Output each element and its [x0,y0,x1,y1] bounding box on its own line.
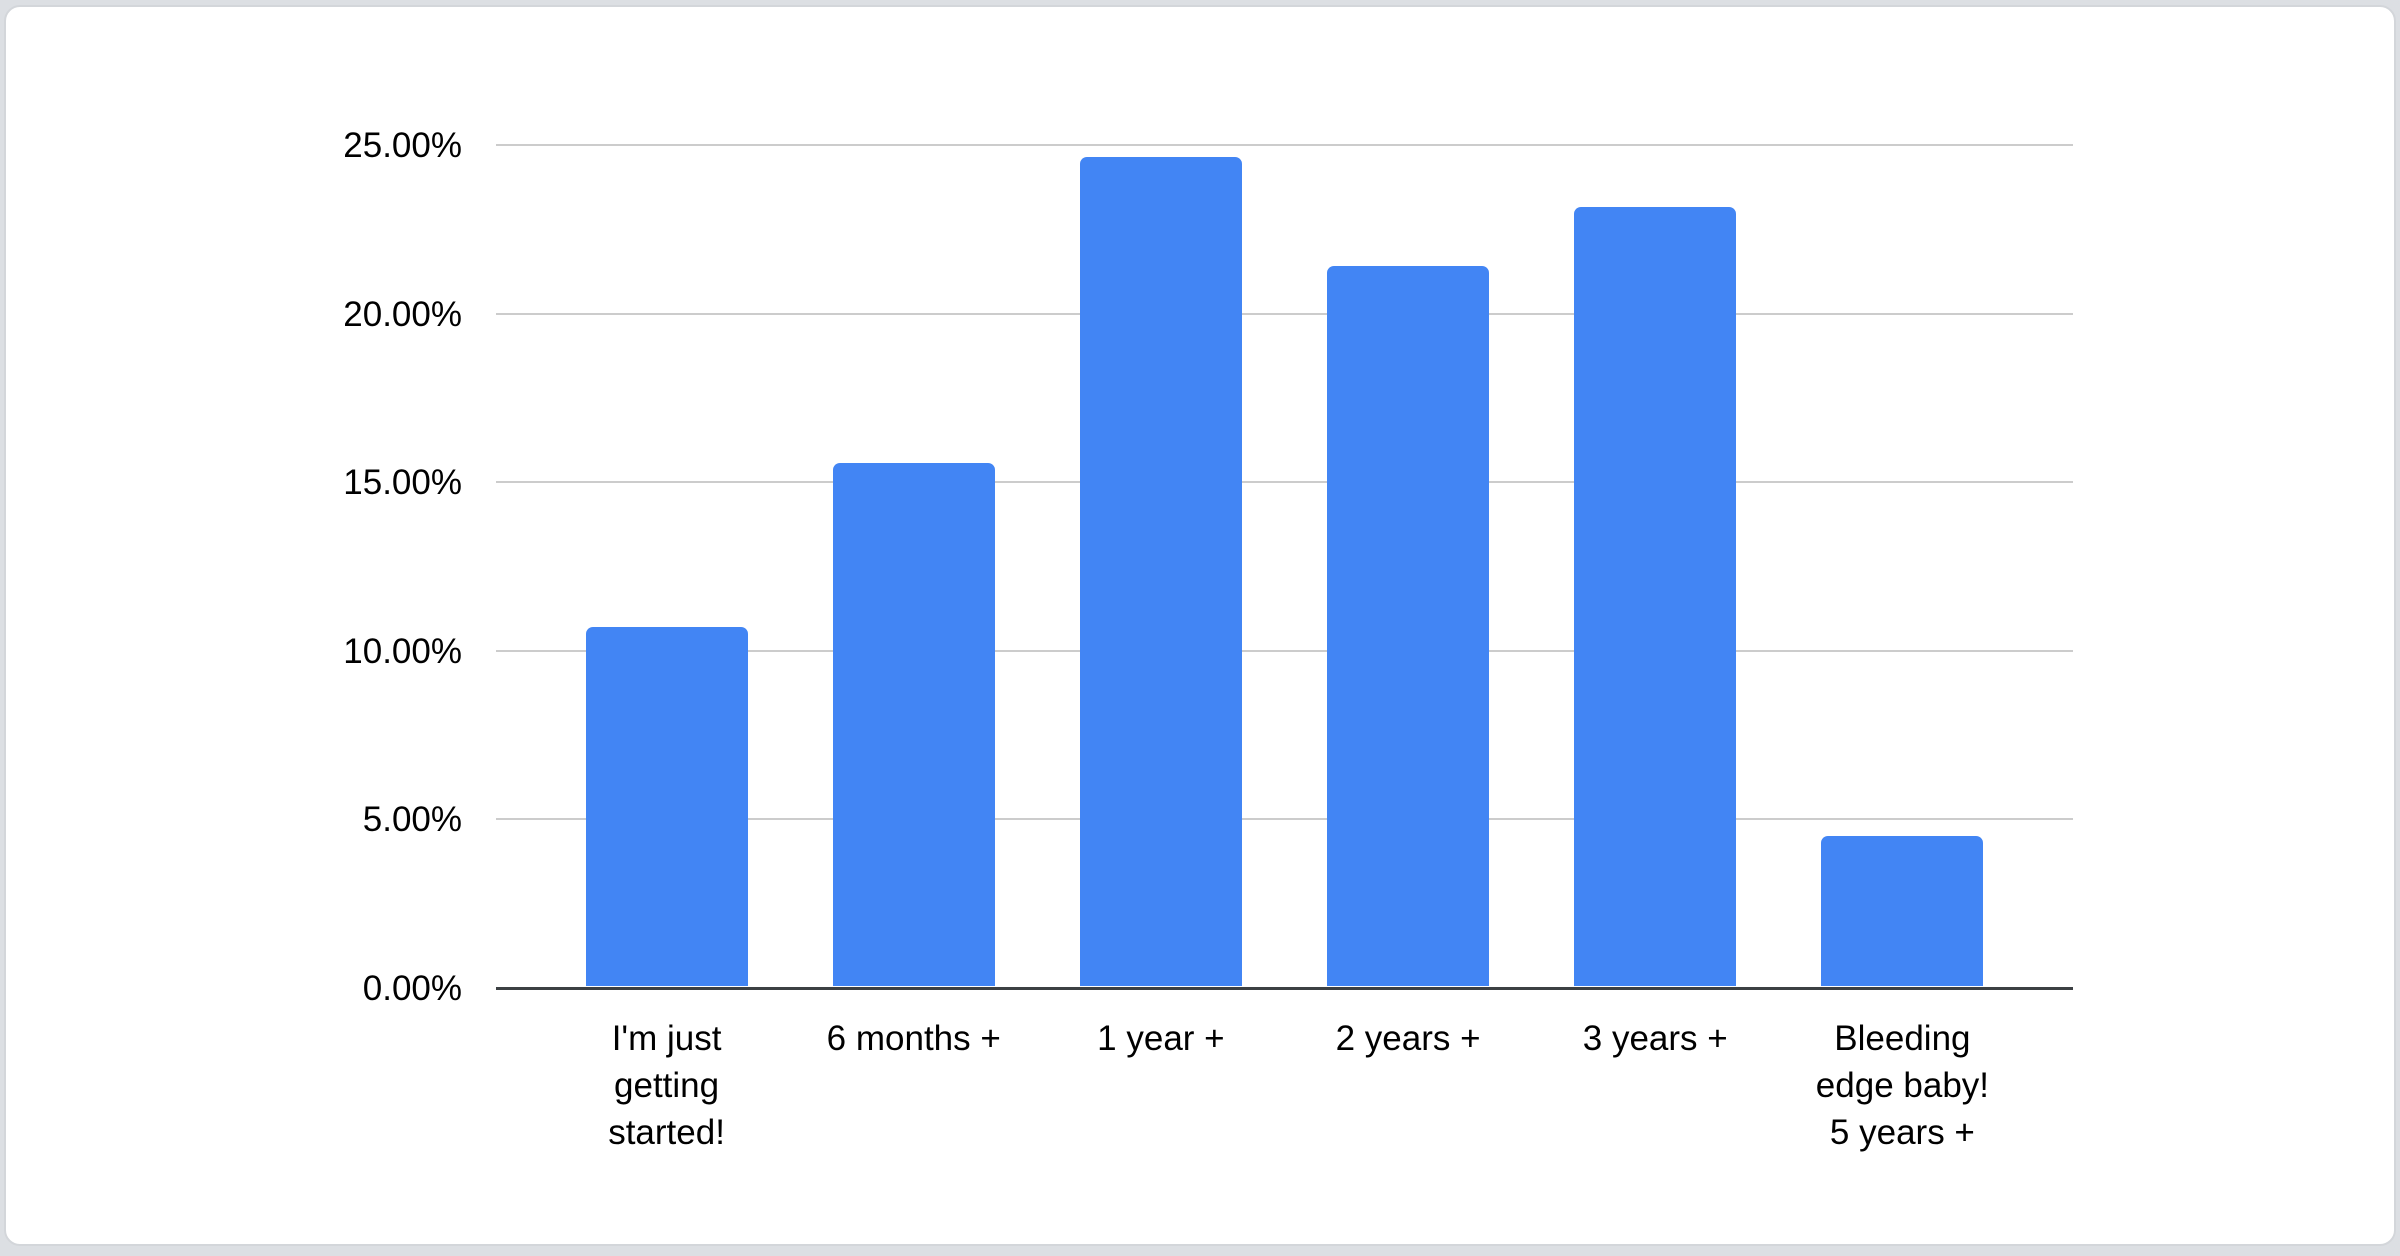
y-axis-label: 10.00% [343,631,462,671]
x-axis-label-line: edge baby! [1815,1066,1990,1105]
gridline [496,481,2073,484]
y-axis-label: 25.00% [343,126,462,165]
bar-4[interactable] [1327,266,1490,986]
bar-3[interactable] [1079,156,1242,986]
x-axis-label: 6 months + [774,1015,1054,1062]
bar-5[interactable] [1574,207,1737,986]
x-axis-label: 3 years + [1515,1015,1795,1062]
gridline [496,818,2073,821]
chart-card: 0.00% 5.00% 10.00% 15.00% 20.00% 25.00% I'm j… [4,5,2396,1246]
x-axis-label-line: started! [608,1113,725,1152]
gridline [496,649,2073,652]
bar-1[interactable] [585,626,748,986]
x-axis-label: I'm just getting started! [527,1015,807,1156]
x-axis-label: 1 year + [1021,1015,1301,1062]
x-axis-label-line: getting [614,1066,720,1105]
bar-6[interactable] [1821,835,1984,986]
plot-area [496,144,2073,990]
y-axis-label: 15.00% [343,463,462,503]
x-axis-label: Bleeding edge baby! 5 years + [1762,1015,2042,1156]
y-axis-label: 0.00% [362,969,462,1008]
x-axis-label-line: I'm just [611,1019,722,1058]
gridline [496,144,2073,146]
x-axis-label-line: 2 years + [1335,1019,1481,1058]
gridline [496,312,2073,315]
y-axis-label: 5.00% [362,800,462,840]
x-axis-label-line: 1 year + [1097,1019,1225,1058]
x-axis-label-line: 5 years + [1829,1113,1975,1152]
y-axis-label: 20.00% [343,294,462,334]
x-axis-label-line: 6 months + [826,1019,1001,1058]
x-axis-line [496,987,2073,990]
x-axis-label: 2 years + [1268,1015,1548,1062]
bar-2[interactable] [832,463,995,986]
x-axis-label-line: 3 years + [1582,1019,1728,1058]
x-axis-label-line: Bleeding [1834,1019,1971,1058]
